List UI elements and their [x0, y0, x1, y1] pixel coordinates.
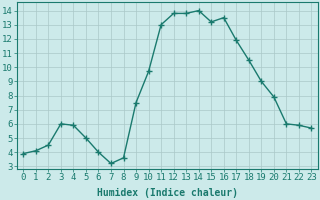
X-axis label: Humidex (Indice chaleur): Humidex (Indice chaleur) [97, 188, 238, 198]
